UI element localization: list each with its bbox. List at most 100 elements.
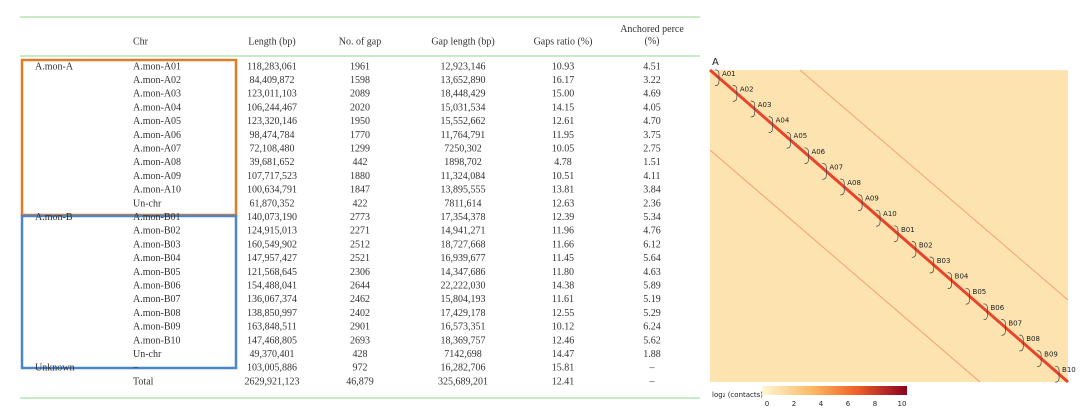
diagonal	[709, 68, 1069, 384]
table-cell: 1950	[350, 116, 370, 127]
table-cell: 14.15	[552, 102, 575, 113]
table-cell: 138,850,997	[247, 308, 297, 319]
table-cell: A.mon-A10	[133, 185, 181, 196]
table-cell: 12.39	[552, 212, 575, 223]
table-cell: 2089	[350, 89, 370, 100]
table-cell: Un-chr	[133, 198, 162, 209]
chromosome-label: B06	[990, 304, 1004, 312]
table-cell: 325,689,201	[438, 376, 488, 387]
table-cell: 10.12	[552, 322, 575, 333]
table-cell: 10.05	[552, 143, 575, 154]
table-cell: 15,031,534	[441, 102, 486, 113]
table-cell: –	[649, 376, 656, 387]
table-cell: 5.29	[643, 308, 661, 319]
bracket	[822, 163, 827, 180]
table-cell: 16.17	[552, 75, 575, 86]
bracket	[911, 241, 917, 258]
table-cell: 160,549,902	[247, 239, 297, 250]
table-cell: Un-chr	[133, 349, 162, 360]
table-cell: 147,468,805	[247, 335, 297, 346]
chromosome-label: A02	[740, 85, 754, 93]
table-cell: 4.76	[643, 226, 661, 237]
colorbar-tick: 6	[846, 400, 851, 408]
colorbar-tick: 4	[819, 400, 824, 408]
bracket	[714, 69, 720, 87]
table-cell: 121,568,645	[247, 267, 297, 278]
table-cell: 11,764,791	[441, 130, 486, 141]
table-cell: 15,804,193	[441, 294, 486, 305]
table-cell: 72,108,480	[250, 143, 295, 154]
table-cell: 6.24	[643, 322, 661, 333]
table-cell: 12,923,146	[441, 61, 486, 72]
table-cell: 49,370,401	[250, 349, 295, 360]
table-cell: A.mon-B07	[133, 294, 181, 305]
chromosome-label: B03	[937, 257, 951, 265]
group-label: Unknown	[35, 363, 74, 374]
chromosome-label: B08	[1026, 335, 1040, 343]
bracket	[1055, 365, 1060, 383]
table-cell: 13,652,890	[441, 75, 486, 86]
table-cell: 107,717,523	[247, 171, 297, 182]
table-cell: 5.64	[643, 253, 661, 264]
bracket	[786, 131, 791, 149]
table-cell: 84,409,872	[250, 75, 295, 86]
table-cell: 1961	[350, 61, 370, 72]
table-cell: 3.84	[643, 185, 661, 196]
table-cell: 422	[353, 198, 368, 209]
table-cell: 12.55	[552, 308, 575, 319]
colorbar-tick: 10	[898, 400, 907, 408]
chromosome-label: B10	[1062, 366, 1076, 374]
table-cell: 13,895,555	[441, 185, 486, 196]
table-cell: A.mon-B04	[133, 253, 181, 264]
table-cell: 4.05	[643, 102, 661, 113]
chromosome-label: B05	[973, 288, 987, 296]
table-cell: 2271	[350, 226, 370, 237]
table-cell: 118,283,061	[247, 61, 297, 72]
colorbar-tick: 0	[765, 400, 769, 408]
table-cell: 2402	[350, 308, 370, 319]
table-cell: –	[649, 363, 656, 374]
table-cell: A.mon-A03	[133, 89, 181, 100]
table-cell: 18,727,668	[441, 239, 486, 250]
bracket	[732, 85, 738, 102]
column-header: Gaps ratio (%)	[534, 36, 593, 47]
table-cell: 39,681,652	[250, 157, 295, 168]
table-cell: 2512	[350, 239, 370, 250]
table-cell: 428	[353, 349, 368, 360]
table-cell: 2629,921,123	[245, 376, 300, 387]
chromosome-label: A03	[758, 101, 772, 109]
bracket	[804, 147, 809, 165]
table-cell: –	[132, 363, 139, 374]
chromosome-label: A06	[811, 148, 825, 156]
table-cell: 103,005,886	[247, 363, 297, 374]
bracket	[840, 178, 845, 196]
table-cell: 14,347,686	[441, 267, 486, 278]
table-cell: A.mon-A05	[133, 116, 181, 127]
table-cell: 15.81	[552, 363, 575, 374]
table-cell: 61,870,352	[250, 198, 295, 209]
table-cell: 2644	[350, 280, 370, 291]
table-cell: 16,573,351	[441, 322, 486, 333]
table-cell: 123,011,103	[247, 89, 297, 100]
table-cell: 16,282,706	[441, 363, 486, 374]
table-cell: 2.36	[643, 198, 661, 209]
group-box	[20, 58, 238, 217]
colorbar-tick: 8	[873, 400, 877, 408]
chromosome-label: A01	[722, 70, 736, 78]
table-cell: 4.69	[643, 89, 661, 100]
table-cell: A.mon-A08	[133, 157, 181, 168]
chromosome-label: A10	[883, 210, 897, 218]
table-cell: 16,939,677	[441, 253, 486, 264]
table-cell: 5.34	[643, 212, 661, 223]
table-cell: 106,244,467	[247, 102, 297, 113]
bracket	[947, 272, 952, 289]
table-cell: 4.70	[643, 116, 661, 127]
table-cell: 7142,698	[444, 349, 482, 360]
bracket	[858, 194, 863, 211]
table-cell: 17,429,178	[441, 308, 486, 319]
table-cell: 4.63	[643, 267, 661, 278]
table-cell: A.mon-B10	[133, 335, 181, 346]
table-cell: A.mon-B08	[133, 308, 181, 319]
table-cell: 1598	[350, 75, 370, 86]
